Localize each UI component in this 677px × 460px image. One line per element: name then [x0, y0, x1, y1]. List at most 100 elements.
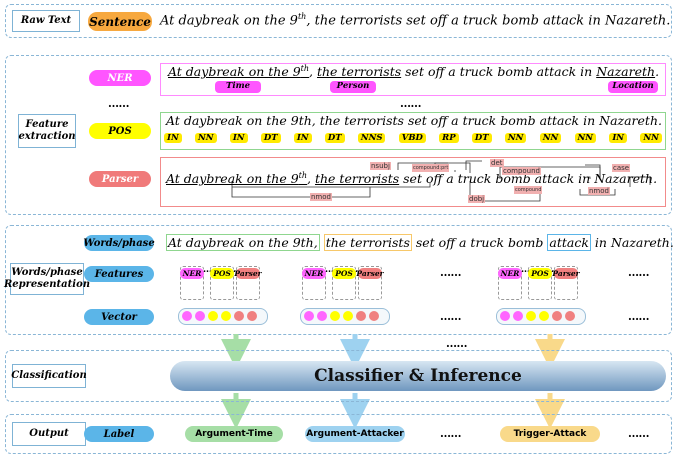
feature-extraction-label: Feature extraction	[18, 114, 76, 148]
vector-dot	[565, 311, 575, 321]
rep-label-line1: Words/phase	[11, 267, 83, 278]
pos-word: the	[319, 113, 341, 128]
dots-mid: ……	[400, 97, 422, 110]
parser-pill: Parser	[89, 171, 151, 187]
pos-word: At	[166, 113, 180, 128]
pos-word: truck	[462, 113, 497, 128]
vector-dot	[539, 311, 549, 321]
pos-tag: VBD	[398, 133, 426, 143]
pos-tag: DT	[471, 133, 492, 143]
vector-dot	[552, 311, 562, 321]
feature-slot	[554, 266, 578, 300]
dep-compound-prt: compound:prt	[412, 164, 450, 172]
rep-label-line2: Representation	[4, 279, 91, 290]
vector-dot	[208, 311, 218, 321]
feature-slot	[236, 266, 260, 300]
pos-tag: IN	[229, 133, 248, 143]
pos-pill: POS	[89, 123, 151, 139]
pos-word: Nazareth.	[599, 113, 662, 128]
rep-ell-2: ……	[440, 310, 462, 323]
features-pill: Features	[84, 266, 154, 282]
feature-pos-pill: POS	[210, 268, 234, 279]
ner-sentence: At daybreak on the 9th, the terrorists s…	[168, 64, 660, 80]
feature-label-line1: Feature	[25, 119, 69, 130]
pos-tag: IN	[164, 133, 182, 143]
vector-pill: Vector	[84, 309, 154, 325]
feature-slot	[332, 266, 356, 300]
parser-box	[160, 157, 666, 207]
pos-words: At daybreak on the 9th, the terrorists set off a t…	[166, 113, 662, 128]
feature-slot	[498, 266, 522, 300]
feature-parser-pill: Parser	[552, 268, 580, 279]
pos-word: on	[246, 113, 263, 128]
pos-tag: IN	[293, 133, 312, 143]
vector-dot	[195, 311, 205, 321]
dep-det: det	[490, 159, 504, 167]
vector-dot	[221, 311, 231, 321]
vector-dot	[304, 311, 314, 321]
pos-word: terrorists	[344, 113, 404, 128]
pos-word: bomb	[500, 113, 536, 128]
feature-slot	[180, 266, 204, 300]
dep-nmod-right: nmod	[588, 187, 610, 195]
pos-word: a	[451, 113, 459, 128]
pos-tag: NN	[195, 133, 217, 143]
pos-tags: IN NN IN DT IN DT NNS VBD RP DT NN NN NN IN NN	[164, 133, 662, 143]
dependency-arcs	[231, 160, 651, 202]
pos-tag: NN	[640, 133, 662, 143]
rep-ell-4: ……	[628, 310, 650, 323]
vector-dot	[234, 311, 244, 321]
ner-tag-location: Location	[608, 81, 658, 93]
output-label: Output	[12, 422, 86, 446]
feature-label-line2: extraction	[18, 131, 76, 142]
sentence-pill: Sentence	[88, 12, 152, 31]
rep-sentence: At daybreak on the 9th, the terrorists s…	[166, 234, 674, 251]
dep-nmod-left: nmod	[310, 193, 332, 201]
pos-word: in	[583, 113, 596, 128]
classification-panel	[5, 350, 672, 402]
feature-ner-pill: NER	[180, 268, 204, 279]
pos-word: attack	[539, 113, 580, 128]
words-phase-pill: Words/phase	[83, 235, 155, 251]
rep-ell-1: ……	[440, 266, 462, 279]
pos-box	[160, 112, 666, 150]
feature-sep-dots: …	[325, 265, 334, 275]
representation-panel	[5, 225, 672, 335]
dep-nsubj: nsubj	[370, 162, 391, 170]
pos-word: daybreak	[183, 113, 243, 128]
vector-dot	[343, 311, 353, 321]
ner-tag-time: Time	[215, 81, 261, 93]
pos-word: 9th,	[290, 113, 316, 128]
feature-slot	[358, 266, 382, 300]
feature-sep-dots: …	[203, 265, 212, 275]
rep-ell-5: ……	[446, 337, 468, 350]
raw-text-panel	[5, 4, 672, 38]
vector-dot	[247, 311, 257, 321]
pos-tag: NN	[504, 133, 527, 143]
pos-tag: NN	[574, 133, 597, 143]
pos-tag: DT	[260, 133, 281, 143]
ner-box	[160, 63, 666, 96]
rep-part-attacker: the terrorists	[323, 234, 412, 251]
output-argument-attacker: Argument-Attacker	[305, 426, 405, 442]
rep-part-time: At daybreak on the 9th,	[166, 234, 320, 251]
feature-slot	[302, 266, 326, 300]
rep-ell-3: ……	[628, 266, 650, 279]
dep-compound-1: compound	[502, 167, 541, 175]
classifier-bar: Classifier & Inference	[170, 361, 666, 391]
feature-slot	[210, 266, 234, 300]
feature-parser-pill: Parser	[234, 268, 262, 279]
rep-part-trigger: attack	[547, 234, 591, 251]
representation-label: Words/phase Representation	[4, 263, 90, 295]
vector-dot	[317, 311, 327, 321]
feature-pos-pill: POS	[332, 268, 356, 279]
vector-dot	[369, 311, 379, 321]
vector-dot	[513, 311, 523, 321]
classification-label: Classification	[11, 364, 87, 388]
vector-dot	[526, 311, 536, 321]
pos-tag: NNS	[357, 133, 386, 143]
pos-word: off	[430, 113, 448, 128]
vector-dot	[182, 311, 192, 321]
dep-dobj: dobj	[468, 195, 486, 203]
rep-part-mid: set off a truck bomb	[415, 235, 544, 250]
